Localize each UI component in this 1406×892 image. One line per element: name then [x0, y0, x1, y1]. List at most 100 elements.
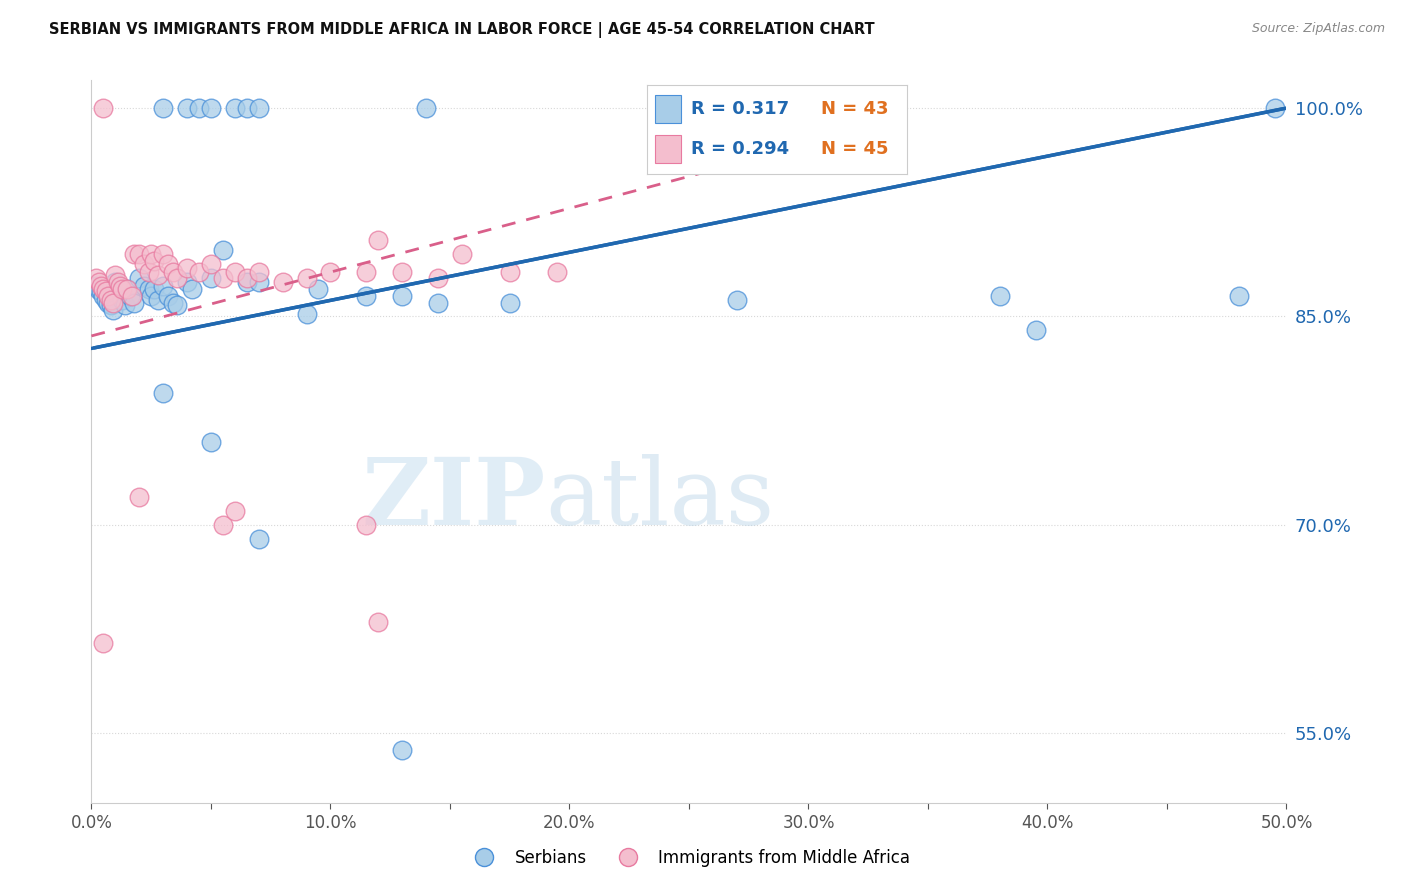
Point	[295, 270, 318, 285]
Point	[1024, 323, 1046, 337]
Point	[152, 101, 174, 115]
Point	[152, 385, 174, 400]
Point	[142, 253, 165, 268]
Text: R = 0.294: R = 0.294	[690, 140, 789, 158]
Point	[176, 101, 198, 115]
Point	[1227, 288, 1250, 302]
Point	[104, 268, 127, 282]
Text: Source: ZipAtlas.com: Source: ZipAtlas.com	[1251, 22, 1385, 36]
Point	[211, 517, 233, 532]
Point	[107, 275, 129, 289]
Point	[142, 282, 165, 296]
Point	[176, 260, 198, 275]
Point	[148, 268, 170, 282]
Point	[93, 636, 114, 650]
Point	[108, 285, 131, 299]
Point	[211, 270, 233, 285]
Point	[180, 282, 202, 296]
Point	[93, 288, 114, 302]
Point	[200, 101, 222, 115]
Point	[988, 288, 1011, 302]
Point	[307, 282, 329, 296]
Point	[90, 285, 112, 299]
Point	[90, 279, 112, 293]
Text: ZIP: ZIP	[361, 454, 546, 544]
Text: N = 43: N = 43	[821, 100, 889, 118]
Point	[141, 288, 162, 302]
Point	[725, 293, 748, 307]
Point	[247, 101, 270, 115]
Point	[162, 295, 184, 310]
Point	[121, 288, 143, 302]
Point	[166, 298, 188, 312]
Point	[87, 275, 110, 289]
Point	[498, 295, 520, 310]
Point	[97, 288, 120, 302]
Point	[101, 295, 124, 310]
Point	[97, 295, 120, 310]
Point	[128, 247, 150, 261]
Point	[138, 265, 160, 279]
Point	[547, 265, 569, 279]
Point	[354, 288, 377, 302]
Point	[100, 298, 122, 312]
Point	[101, 302, 124, 317]
Point	[104, 275, 127, 289]
Text: atlas: atlas	[546, 454, 775, 544]
Point	[200, 270, 222, 285]
Point	[391, 265, 413, 279]
Point	[124, 247, 146, 261]
Point	[111, 282, 134, 296]
Point	[391, 288, 413, 302]
Point	[152, 247, 174, 261]
Point	[176, 275, 198, 289]
Point	[118, 288, 141, 302]
Point	[247, 532, 270, 546]
Point	[247, 265, 270, 279]
Point	[84, 270, 107, 285]
Point	[87, 283, 110, 297]
Point	[354, 517, 377, 532]
Point	[498, 265, 520, 279]
Point	[107, 282, 129, 296]
Point	[162, 265, 184, 279]
Point	[128, 490, 150, 504]
Point	[152, 279, 174, 293]
Point	[128, 270, 150, 285]
Point	[354, 265, 377, 279]
Point	[1264, 101, 1286, 115]
Point	[166, 270, 188, 285]
Point	[138, 282, 160, 296]
Point	[115, 282, 138, 296]
Point	[450, 247, 472, 261]
Point	[115, 282, 138, 296]
Point	[156, 257, 179, 271]
Point	[132, 257, 155, 271]
Point	[367, 615, 389, 630]
Point	[124, 295, 146, 310]
Point	[94, 285, 117, 299]
Point	[235, 101, 259, 115]
Point	[319, 265, 342, 279]
Point	[114, 298, 136, 312]
Point	[200, 257, 222, 271]
Point	[224, 265, 246, 279]
Point	[224, 504, 246, 518]
Point	[415, 101, 437, 115]
Point	[93, 282, 114, 296]
Point	[367, 233, 389, 247]
Point	[773, 101, 796, 115]
Point	[187, 101, 211, 115]
Point	[148, 293, 170, 307]
Point	[391, 743, 413, 757]
Point	[235, 270, 259, 285]
Point	[100, 293, 122, 307]
Legend: Serbians, Immigrants from Middle Africa: Serbians, Immigrants from Middle Africa	[461, 843, 917, 874]
Point	[132, 279, 155, 293]
Point	[295, 307, 318, 321]
Point	[200, 434, 222, 449]
Point	[224, 101, 246, 115]
Point	[426, 295, 449, 310]
Point	[271, 275, 294, 289]
Text: SERBIAN VS IMMIGRANTS FROM MIDDLE AFRICA IN LABOR FORCE | AGE 45-54 CORRELATION : SERBIAN VS IMMIGRANTS FROM MIDDLE AFRICA…	[49, 22, 875, 38]
